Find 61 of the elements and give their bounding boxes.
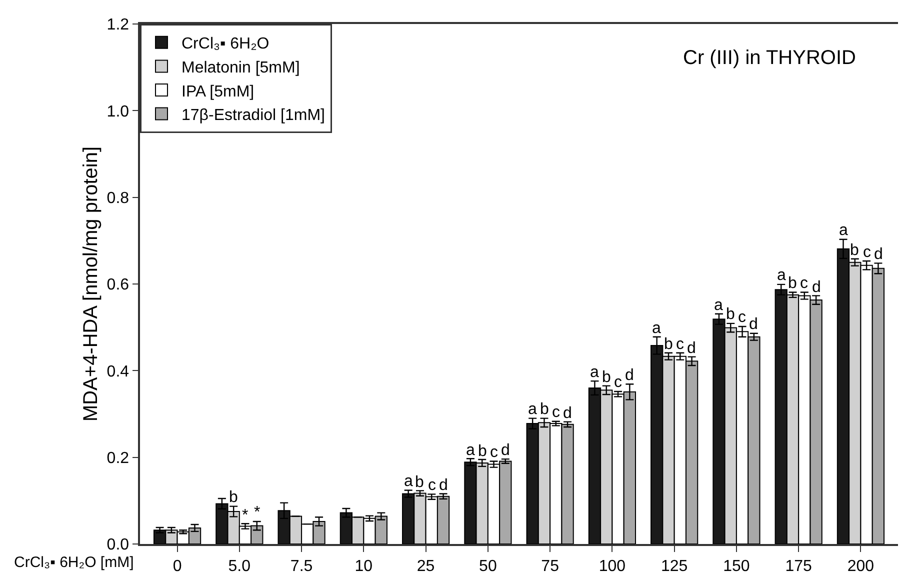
y-tick-label: 0.4	[106, 363, 130, 380]
legend-label: Melatonin [5mM]	[182, 59, 300, 76]
y-tick-label: 0.6	[106, 276, 130, 294]
data-label: d	[563, 405, 572, 422]
data-label: b	[602, 369, 611, 386]
data-label: a	[839, 222, 848, 239]
data-label: b	[540, 401, 549, 418]
data-label: c	[863, 244, 871, 261]
data-label: c	[552, 404, 560, 421]
x-tick-label: 150	[723, 558, 750, 575]
data-label: d	[749, 316, 758, 333]
y-tick-label: 1.2	[106, 16, 130, 34]
data-label: d	[501, 442, 510, 459]
data-label: a	[714, 297, 723, 314]
data-label: *	[242, 507, 248, 524]
text: Cr (III) in THYROID	[683, 47, 856, 69]
data-label: d	[625, 367, 634, 384]
y-tick-label: 0.2	[106, 450, 130, 467]
data-label: c	[800, 275, 808, 292]
data-label: b	[664, 336, 673, 353]
data-label: c	[738, 309, 746, 326]
data-label: a	[590, 364, 599, 381]
x-tick-label: 5.0	[228, 558, 251, 575]
x-tick-label: 125	[660, 558, 688, 575]
data-label: a	[777, 267, 786, 284]
data-label: b	[788, 275, 797, 292]
data-label: c	[428, 477, 436, 494]
x-tick-label: 100	[598, 558, 626, 575]
x-tick-label: 75	[541, 558, 560, 575]
x-axis-title: CrCl₃▪ 6H₂O [mM]	[14, 554, 134, 571]
data-label: c	[614, 374, 622, 391]
data-label: a	[404, 473, 413, 490]
data-label: a	[652, 320, 661, 337]
data-label: b	[229, 489, 238, 506]
data-label: d	[687, 340, 696, 357]
legend-label: IPA [5mM]	[182, 83, 254, 100]
data-label: d	[874, 246, 883, 263]
data-label: b	[850, 242, 859, 259]
data-label: d	[439, 477, 448, 494]
data-label: a	[466, 442, 475, 459]
x-tick-label: 175	[785, 558, 812, 575]
x-tick-label: 7.5	[290, 558, 313, 575]
x-tick-label: 50	[479, 558, 497, 575]
y-axis-title: MDA+4-HDA [nmol/mg protein]	[80, 146, 102, 422]
y-tick-label: 0.0	[106, 536, 130, 554]
x-tick-label: 25	[416, 558, 435, 575]
y-tick-label: 1.0	[106, 103, 130, 120]
y-tick-label: 0.8	[106, 190, 130, 207]
data-label: b	[415, 474, 424, 491]
x-tick-label: 10	[354, 558, 373, 575]
legend-label: CrCl₃▪ 6H₂O	[182, 36, 270, 53]
x-tick-label: 0	[172, 558, 182, 575]
data-label: c	[490, 444, 498, 461]
x-tick-label: 200	[847, 558, 874, 575]
data-label: c	[676, 336, 684, 353]
data-label: b	[478, 443, 487, 460]
data-label: a	[528, 401, 537, 418]
data-label: b	[726, 306, 735, 323]
legend-label: 17β-Estradiol [1mM]	[182, 107, 325, 124]
data-label: *	[254, 504, 260, 521]
data-label: d	[812, 279, 821, 296]
